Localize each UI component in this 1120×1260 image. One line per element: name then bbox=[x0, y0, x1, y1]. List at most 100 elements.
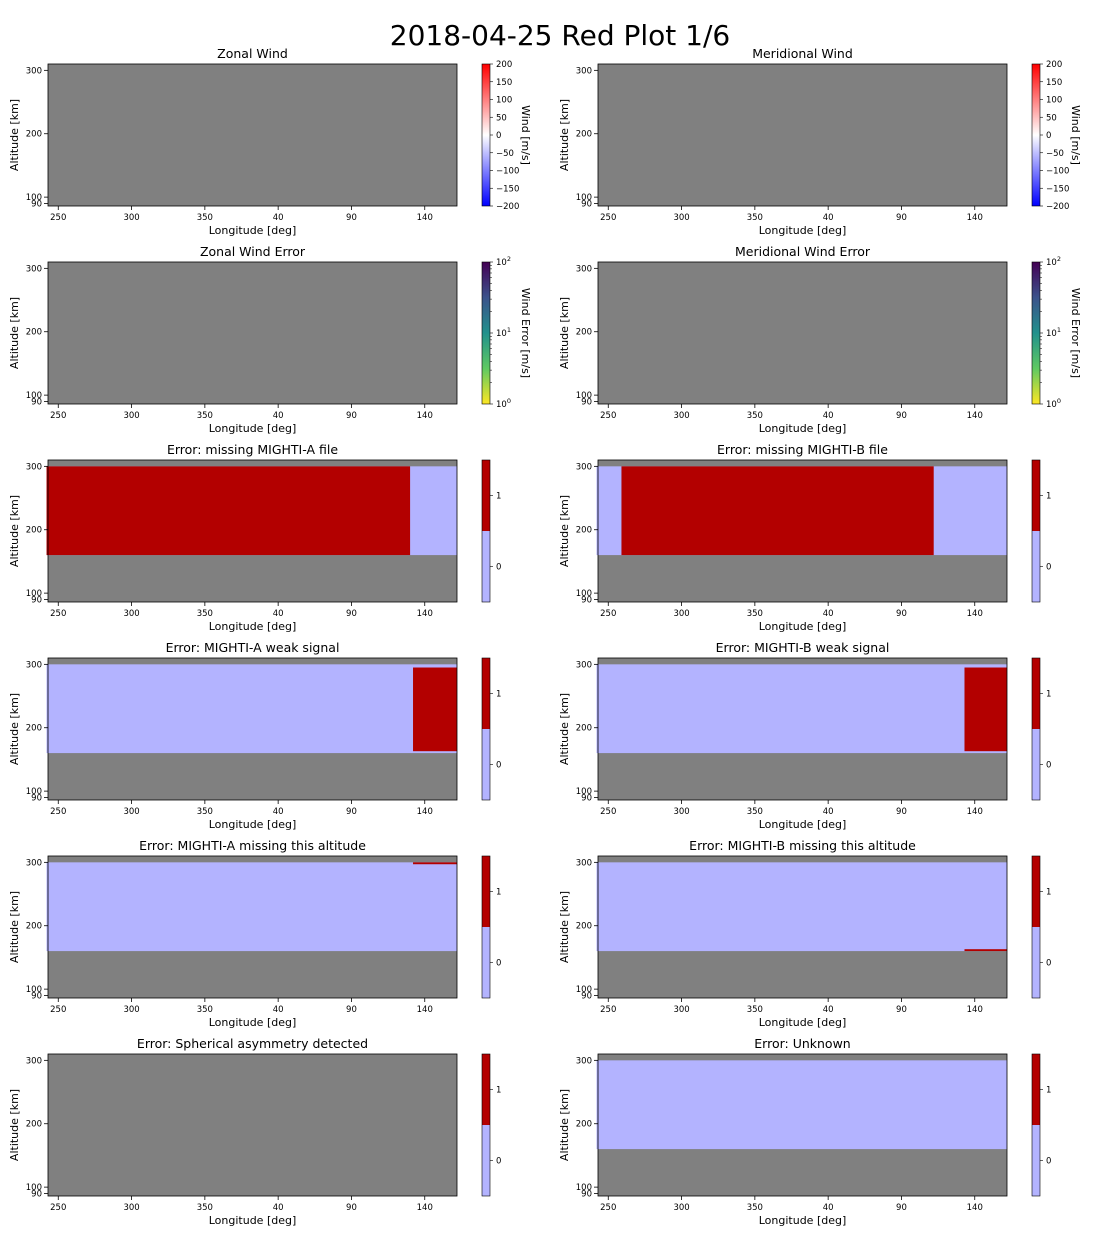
x-tick-label: 140 bbox=[417, 1005, 433, 1015]
colorbar-tick-label: 200 bbox=[1046, 60, 1062, 70]
colorbar-tick-label: 0 bbox=[496, 563, 501, 573]
y-axis-label: Altitude [km] bbox=[558, 693, 571, 765]
y-tick-label: 90 bbox=[31, 199, 42, 209]
y-tick-label: 300 bbox=[576, 858, 592, 868]
colorbar-segment-0 bbox=[1032, 531, 1040, 602]
axes-frame bbox=[47, 261, 458, 405]
y-tick-label: 90 bbox=[581, 991, 592, 1001]
x-tick-label: 250 bbox=[600, 1203, 616, 1213]
y-tick-label: 300 bbox=[576, 264, 592, 274]
colorbar-tick-label: 50 bbox=[496, 113, 507, 123]
colorbar-tick-label: −50 bbox=[496, 149, 514, 159]
colorbar-tick-label: 100 bbox=[1046, 96, 1062, 106]
colorbar-tick-label: −200 bbox=[496, 202, 519, 212]
y-axis-label: Altitude [km] bbox=[558, 891, 571, 963]
y-tick-label: 200 bbox=[26, 724, 42, 734]
y-tick-label: 90 bbox=[581, 199, 592, 209]
y-tick-label: 300 bbox=[26, 462, 42, 472]
colorbar-tick-label: −100 bbox=[496, 167, 519, 177]
axes-frame bbox=[47, 657, 458, 801]
panel-title: Error: MIGHTI-B missing this altitude bbox=[689, 838, 916, 853]
colorbar-gradient bbox=[1032, 64, 1040, 206]
colorbar: 10 bbox=[1031, 459, 1051, 603]
colorbar-segment-1 bbox=[1032, 460, 1040, 531]
y-tick-label: 90 bbox=[31, 793, 42, 803]
y-tick-label: 200 bbox=[576, 724, 592, 734]
y-tick-label: 100 bbox=[576, 391, 592, 401]
colorbar-segment-0 bbox=[482, 531, 490, 602]
chart-panel: Error: MIGHTI-B weak signal 250 300 350 40 90… bbox=[558, 640, 1051, 831]
x-tick-label: 350 bbox=[747, 411, 763, 421]
x-tick-label: 140 bbox=[967, 411, 983, 421]
y-tick-label: 200 bbox=[26, 526, 42, 536]
colorbar-segment-0 bbox=[1032, 1125, 1040, 1196]
flag-region-false bbox=[46, 664, 457, 754]
x-tick-label: 350 bbox=[747, 1203, 763, 1213]
x-tick-label: 300 bbox=[123, 1203, 139, 1213]
colorbar-gradient bbox=[482, 64, 490, 206]
colorbar-tick-label: 1 bbox=[496, 492, 501, 502]
colorbar-frame bbox=[481, 657, 491, 801]
flag-region-true bbox=[964, 949, 1007, 952]
x-axis-label: Longitude [deg] bbox=[209, 818, 297, 831]
colorbar-segment-0 bbox=[482, 927, 490, 998]
panel-title: Meridional Wind bbox=[752, 46, 853, 61]
chart-panel: Error: MIGHTI-B missing this altitude 250… bbox=[558, 838, 1051, 1029]
axes-frame bbox=[597, 855, 1008, 999]
x-tick-label: 40 bbox=[273, 609, 284, 619]
colorbar-tick-label: 0 bbox=[1046, 563, 1051, 573]
x-axis-label: Longitude [deg] bbox=[209, 1016, 297, 1029]
x-tick-label: 300 bbox=[673, 1005, 689, 1015]
chart-panel: Error: missing MIGHTI-A file 250 300 350 40 9… bbox=[8, 442, 501, 633]
chart-panel: Meridional Wind Error 250 300 350 40 90 140 Lon… bbox=[558, 244, 1082, 435]
colorbar-tick-label: 100 bbox=[1046, 397, 1061, 410]
colorbar-tick-label: 0 bbox=[496, 959, 501, 969]
colorbar: 10 bbox=[1031, 1053, 1051, 1197]
x-tick-label: 40 bbox=[273, 411, 284, 421]
colorbar: 102 101 100 Wind Error [m/s] bbox=[481, 255, 532, 410]
y-tick-label: 200 bbox=[26, 328, 42, 338]
colorbar-tick-label: 150 bbox=[1046, 78, 1062, 88]
y-tick-label: 90 bbox=[31, 397, 42, 407]
chart-panel: Meridional Wind 250 300 350 40 90 140 Longitude… bbox=[558, 46, 1082, 237]
axes-frame bbox=[597, 459, 1008, 603]
y-tick-label: 200 bbox=[26, 130, 42, 140]
flag-region-false bbox=[596, 862, 1007, 952]
x-tick-label: 40 bbox=[823, 411, 834, 421]
colorbar-gradient bbox=[1032, 262, 1040, 404]
colorbar-segment-1 bbox=[482, 1054, 490, 1125]
x-tick-label: 140 bbox=[967, 1005, 983, 1015]
x-tick-label: 300 bbox=[673, 411, 689, 421]
colorbar-tick-label: 100 bbox=[496, 397, 511, 410]
x-tick-label: 300 bbox=[123, 213, 139, 223]
flag-region-false bbox=[596, 1060, 1007, 1150]
x-tick-label: 90 bbox=[346, 213, 357, 223]
flag-region-false bbox=[46, 862, 457, 952]
x-tick-label: 250 bbox=[50, 1203, 66, 1213]
y-tick-label: 300 bbox=[576, 66, 592, 76]
x-tick-label: 90 bbox=[346, 609, 357, 619]
chart-panel: Zonal Wind Error 250 300 350 40 90 140 Longitud… bbox=[8, 244, 532, 435]
chart-panel: Error: Unknown 250 300 350 40 90 140 Longitude … bbox=[558, 1036, 1051, 1227]
flag-region-false bbox=[596, 664, 1007, 754]
x-axis-label: Longitude [deg] bbox=[759, 818, 847, 831]
colorbar: 102 101 100 Wind Error [m/s] bbox=[1031, 255, 1082, 410]
y-tick-label: 300 bbox=[26, 1056, 42, 1066]
colorbar-tick-label: −50 bbox=[1046, 149, 1064, 159]
y-tick-label: 100 bbox=[26, 193, 42, 203]
x-tick-label: 90 bbox=[346, 807, 357, 817]
x-tick-label: 350 bbox=[197, 213, 213, 223]
flag-region-true bbox=[413, 862, 457, 865]
flag-region-true bbox=[621, 466, 934, 556]
x-tick-label: 250 bbox=[50, 1005, 66, 1015]
y-axis-label: Altitude [km] bbox=[8, 297, 21, 369]
colorbar-tick-label: 200 bbox=[496, 60, 512, 70]
panel-title: Error: missing MIGHTI-B file bbox=[717, 442, 888, 457]
colorbar-tick-label: 101 bbox=[496, 326, 511, 339]
y-axis-label: Altitude [km] bbox=[558, 1089, 571, 1161]
y-tick-label: 300 bbox=[576, 660, 592, 670]
colorbar-tick-label: −200 bbox=[1046, 202, 1069, 212]
colorbar-tick-label: 0 bbox=[496, 131, 501, 141]
colorbar-segment-0 bbox=[482, 1125, 490, 1196]
